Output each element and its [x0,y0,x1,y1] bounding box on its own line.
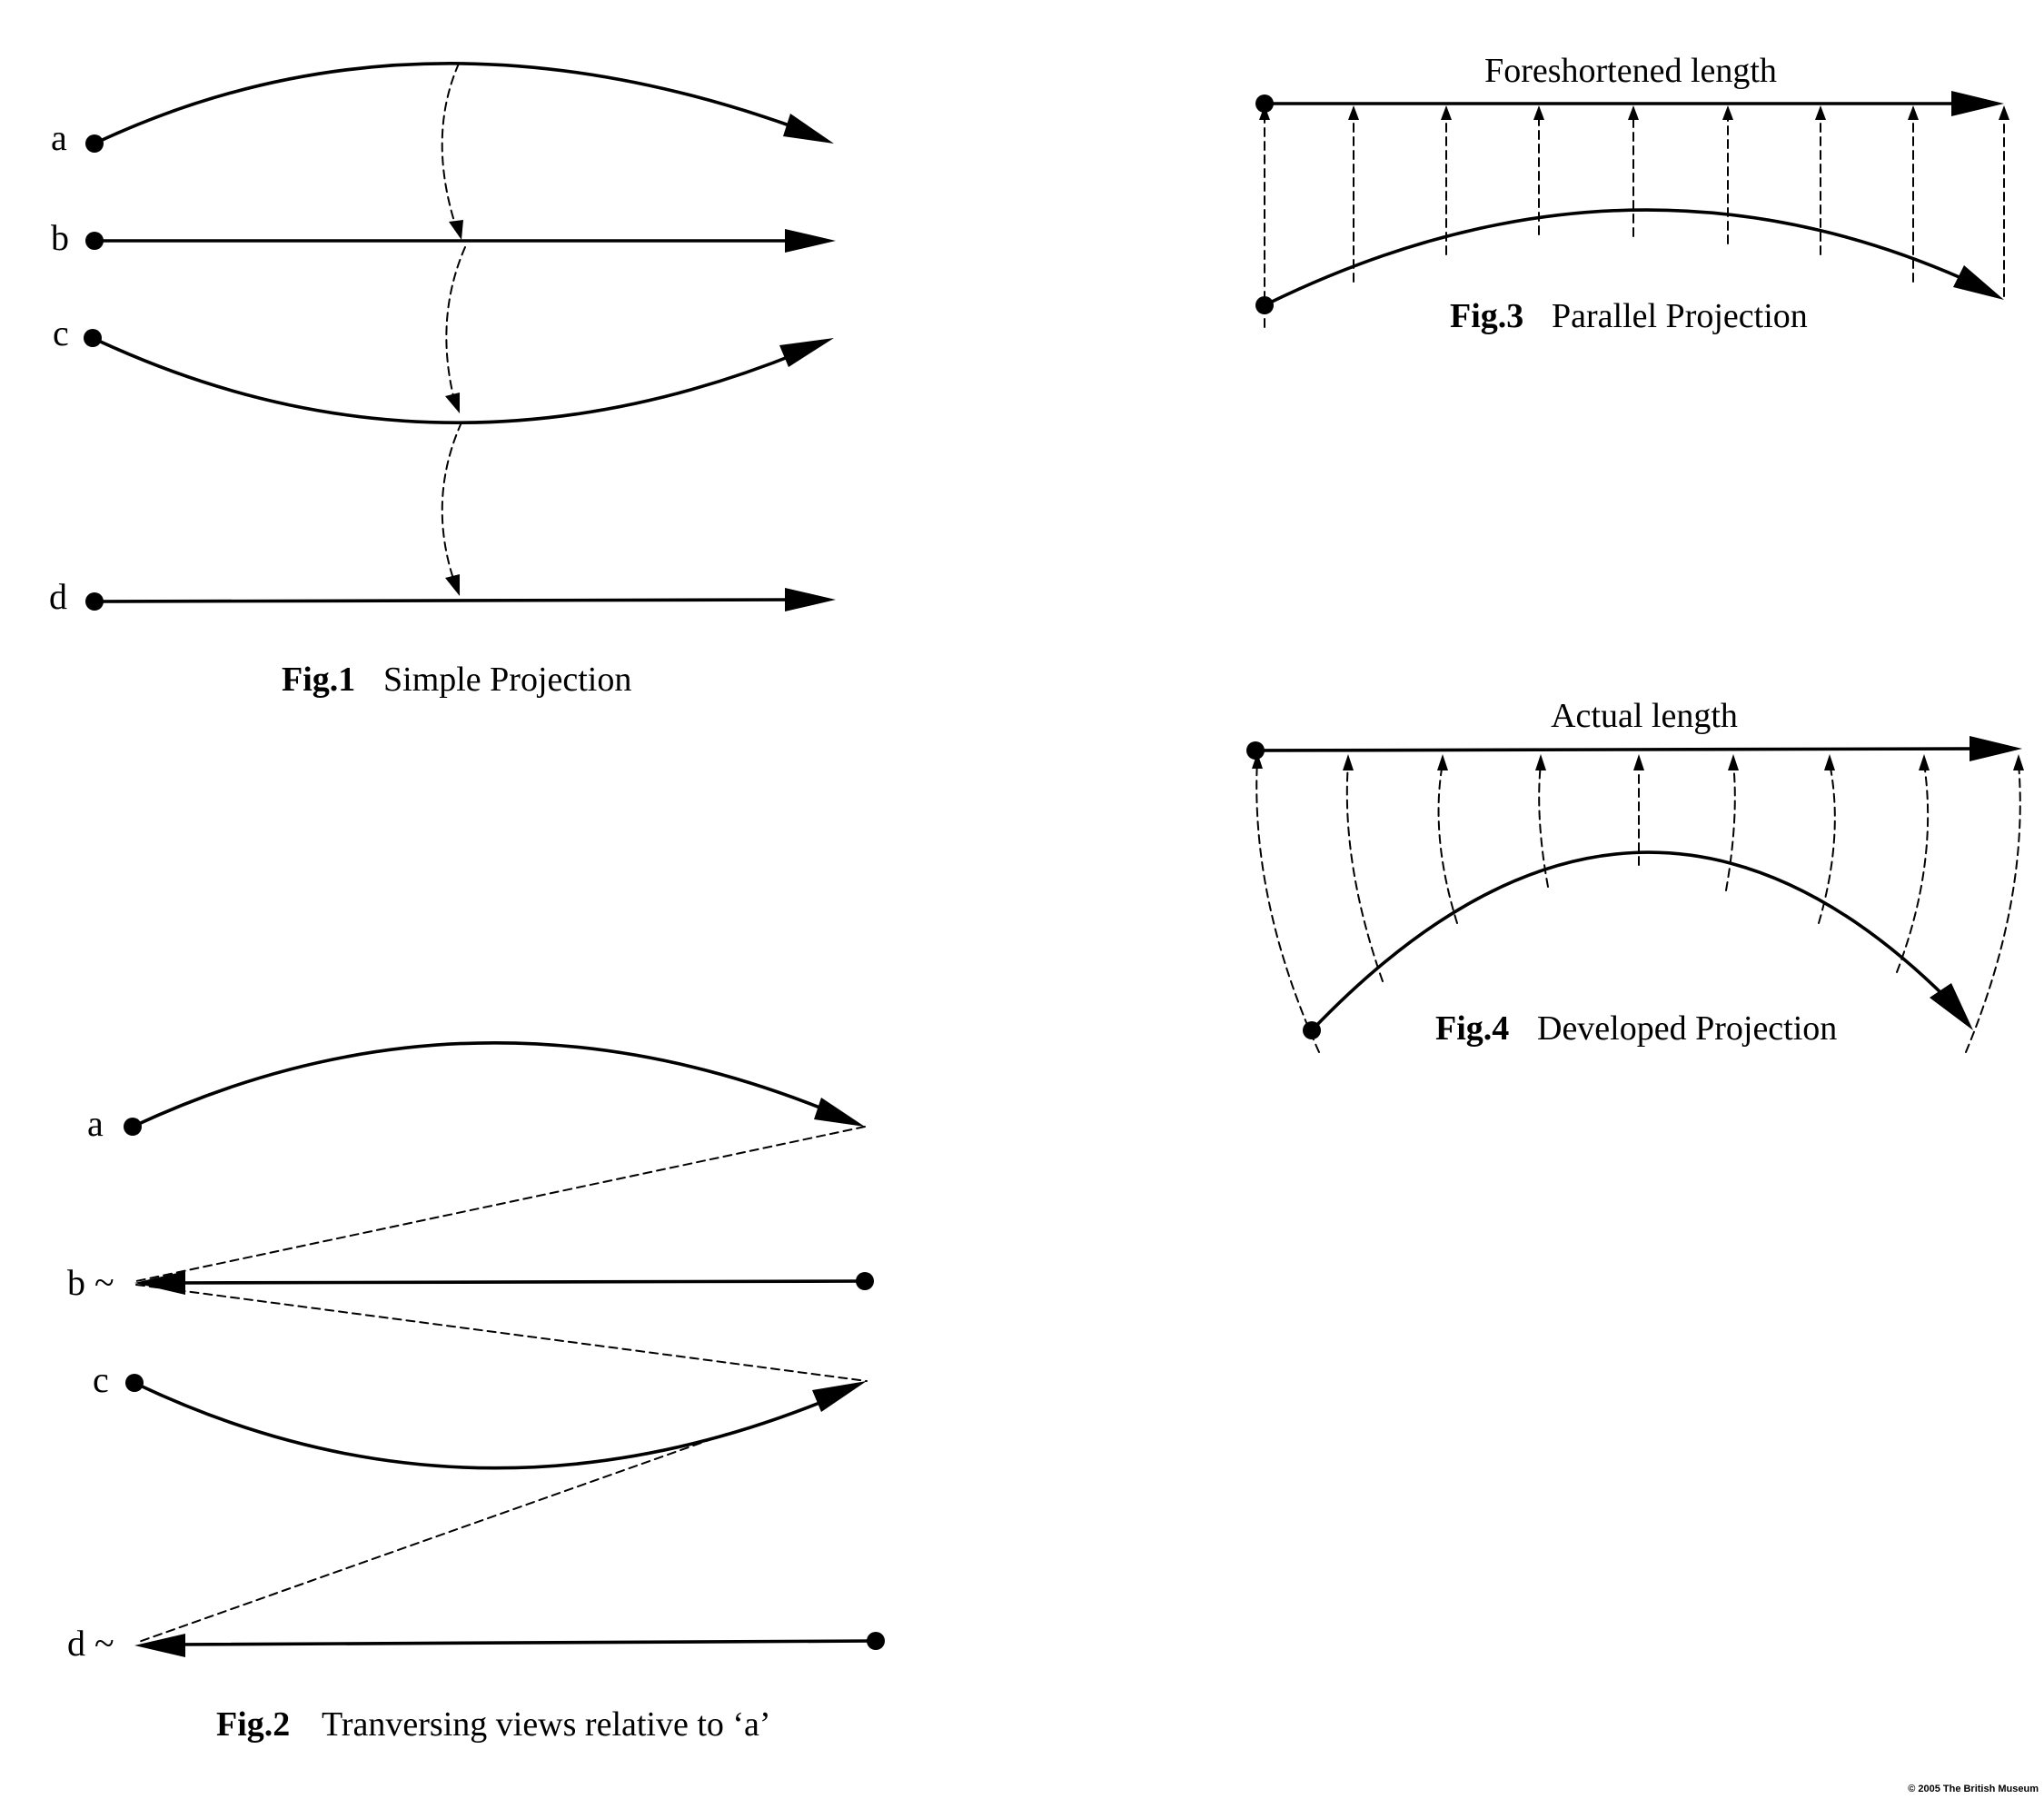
fig2-caption-number: Fig.2 [216,1705,290,1744]
fig1-label-b: b [51,217,69,258]
fig3-arc [1263,208,1971,307]
fig2-d-line [171,1639,878,1646]
fig3-parallel-projection: Foreshortened length [1255,52,2009,335]
fig1-b-arrowhead [785,229,836,253]
fig2-c-arrowhead [812,1381,867,1412]
fig1-c-arc [91,336,801,424]
fig1-projection-b-to-c-head [445,393,460,413]
fig2-d-arrowhead [134,1634,185,1657]
fig3-top-label: Foreshortened length [1484,52,1777,90]
fig2-dashed-a-to-b [135,1126,866,1282]
fig1-simple-projection: a b c d Fig.1 Simple Projection [49,62,836,699]
fig1-a-arc [93,62,801,145]
fig4-arc [1310,850,1950,1032]
fig1-label-a: a [51,117,67,158]
fig4-arc-arrowhead [1930,983,1973,1030]
fig3-arc-arrowhead [1953,265,2004,300]
fig2-dashed-c-to-d [135,1433,728,1644]
fig1-projection-c-to-d-head [445,574,460,596]
fig3-top-arrowhead [1951,91,2004,116]
fig1-projection-a-to-b [441,63,460,228]
fig1-label-d: d [49,576,67,617]
fig2-caption-text: Tranversing views relative to ‘a’ [322,1705,771,1744]
fig4-projection-lines [1252,752,2024,1053]
fig2-a-arrowhead [814,1098,865,1127]
fig4-caption-number: Fig.4 [1435,1009,1509,1048]
fig2-label-b: b ~ [67,1262,114,1303]
fig2-label-c: c [93,1359,109,1400]
fig4-top-arrowhead [1970,736,2022,761]
fig2-c-arc [133,1381,830,1470]
fig3-projection-lines [1259,105,2009,328]
fig4-caption-text: Developed Projection [1537,1009,1837,1048]
fig2-label-a: a [87,1103,104,1144]
fig1-d-arrowhead [785,588,836,611]
fig1-label-c: c [53,313,69,353]
fig2-b-line [171,1279,867,1285]
fig2-b-arrowhead [134,1271,185,1295]
fig2-a-arc [131,1040,829,1128]
fig1-c-arrowhead [779,338,834,367]
fig1-projection-b-to-c [445,246,466,401]
fig1-caption-number: Fig.1 [282,661,355,699]
fig4-developed-projection: Actual length Fig.4 [1246,697,2024,1053]
fig4-top-line [1254,747,1982,752]
fig3-caption-text: Parallel Projection [1552,297,1808,335]
fig1-a-arrowhead [783,114,834,144]
fig1-d-line [93,598,801,603]
copyright-notice: © 2005 The British Museum [1908,1784,2039,1794]
fig2-traversing-views: a b ~ c d ~ Fig.2 Tranversing views rela… [67,1040,885,1744]
fig1-projection-c-to-d [441,422,462,582]
fig2-label-d: d ~ [67,1623,114,1664]
fig2-dashed-b-to-c [135,1284,868,1382]
fig4-top-label: Actual length [1551,697,1738,735]
fig3-caption-number: Fig.3 [1450,297,1523,335]
fig1-caption-text: Simple Projection [383,661,631,699]
fig1-projection-a-to-b-head [449,220,463,240]
